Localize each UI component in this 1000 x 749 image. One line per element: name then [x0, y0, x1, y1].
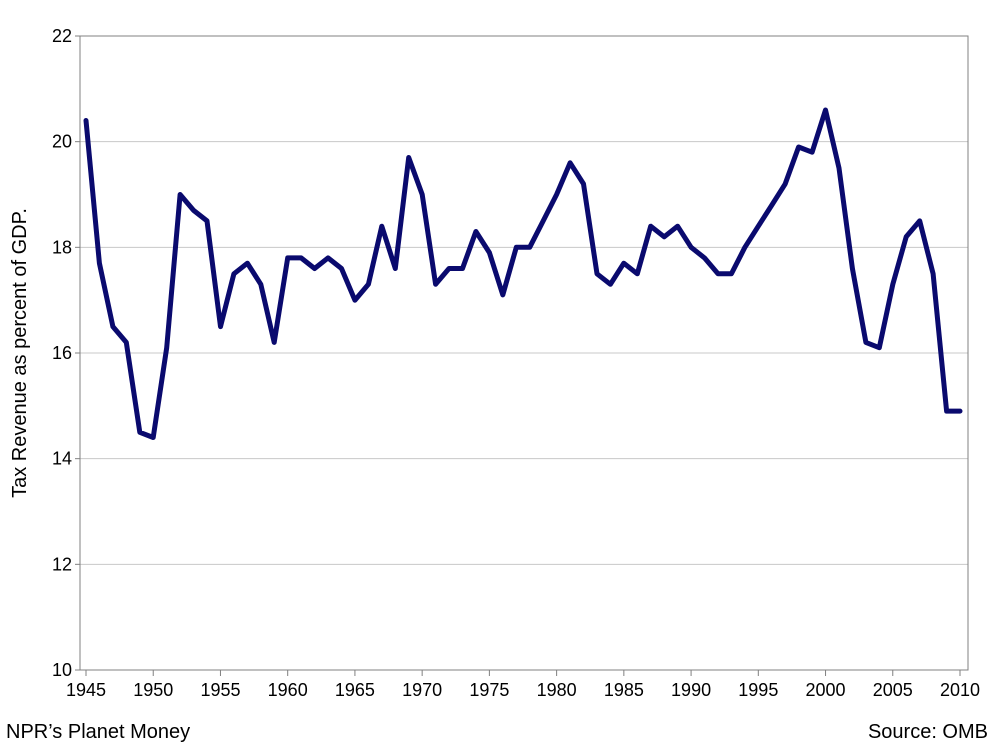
series-line-tax-revenue	[83, 107, 963, 440]
x-tick-label: 1990	[671, 680, 711, 700]
y-tick-label: 14	[52, 449, 72, 469]
y-tick-label: 12	[52, 554, 72, 574]
footer-source: Source: OMB	[867, 721, 988, 743]
x-tick-label: 2005	[873, 680, 913, 700]
x-tick-label: 1945	[66, 680, 106, 700]
footer-credit: NPR’s Planet Money	[6, 721, 191, 743]
x-tick-label: 2010	[940, 680, 980, 700]
y-tick-label: 18	[52, 237, 72, 257]
y-tick-label: 20	[52, 132, 72, 152]
x-tick-label: 1995	[738, 680, 778, 700]
y-tick-label: 22	[52, 26, 72, 46]
x-tick-label: 1950	[133, 680, 173, 700]
x-tick-label: 1980	[537, 680, 577, 700]
x-tick-label: 1985	[604, 680, 644, 700]
x-tick-label: 1965	[335, 680, 375, 700]
x-tick-label: 1970	[402, 680, 442, 700]
y-axis: 10 12 14 16 18 20 22	[52, 26, 80, 680]
x-tick-label: 1975	[469, 680, 509, 700]
y-tick-label: 16	[52, 343, 72, 363]
y-axis-title: Tax Revenue as percent of GDP.	[9, 208, 31, 498]
x-axis: 1945 1950 1955 1960 1965 1970 1975 1980 1985 1990…	[66, 670, 980, 700]
y-tick-label: 10	[52, 660, 72, 680]
gridlines	[80, 141, 968, 565]
x-tick-label: 2000	[806, 680, 846, 700]
x-tick-label: 1960	[268, 680, 308, 700]
x-tick-label: 1955	[200, 680, 240, 700]
